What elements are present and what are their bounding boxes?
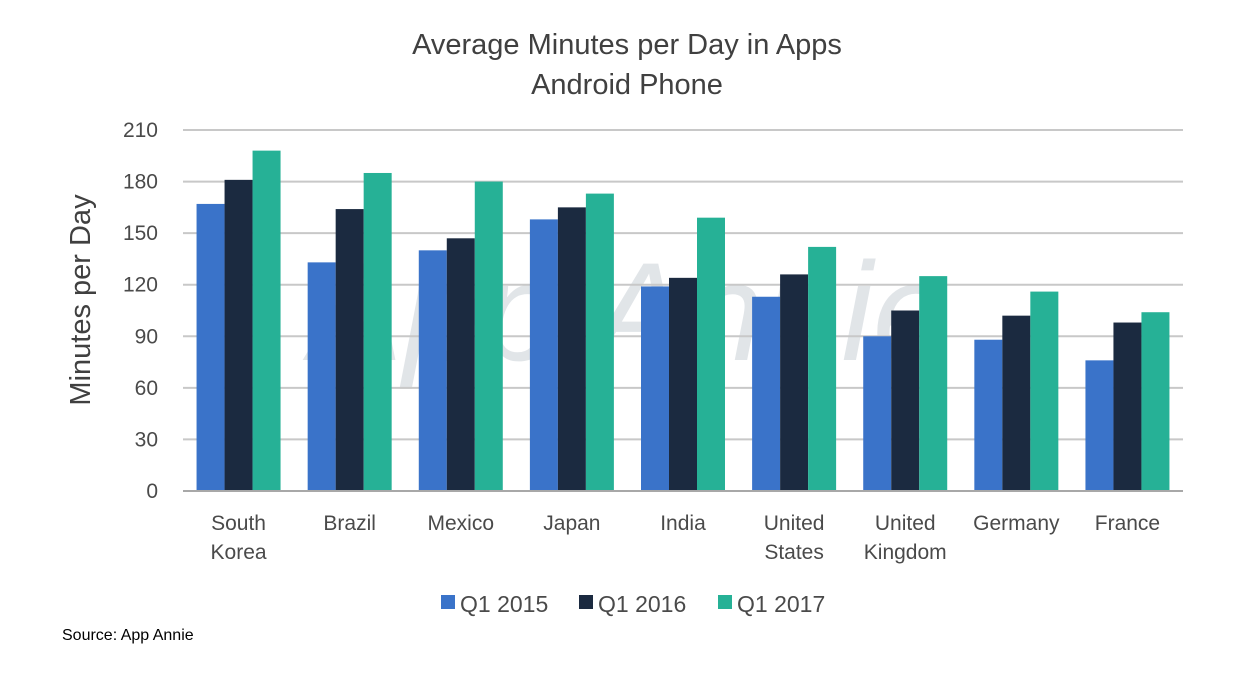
bar bbox=[1141, 312, 1170, 491]
x-tick-label: Kingdom bbox=[864, 541, 947, 564]
bar bbox=[474, 181, 503, 492]
legend-label: Q1 2016 bbox=[598, 591, 686, 617]
y-tick-label: 0 bbox=[146, 480, 158, 503]
legend-label: Q1 2017 bbox=[737, 591, 825, 617]
axes: 0 30 60 90 120 150 180 210 South Korea Brazil Mexic… bbox=[123, 119, 1183, 564]
watermark-logo: App Annie bbox=[303, 233, 951, 390]
y-tick-label: 210 bbox=[123, 119, 158, 142]
bar bbox=[418, 250, 447, 491]
bar bbox=[529, 219, 558, 491]
bar bbox=[1002, 315, 1031, 491]
bar bbox=[641, 286, 669, 491]
y-tick-label: 180 bbox=[123, 171, 158, 194]
bar bbox=[752, 296, 781, 491]
bar bbox=[891, 310, 920, 491]
x-tick-label: United bbox=[875, 512, 936, 535]
x-tick-label: Korea bbox=[211, 541, 267, 564]
bar bbox=[363, 172, 392, 491]
bar bbox=[669, 277, 697, 491]
bar bbox=[196, 203, 225, 491]
x-tick-label: Mexico bbox=[428, 512, 495, 535]
bar bbox=[863, 336, 892, 491]
bar bbox=[780, 274, 809, 491]
y-tick-label: 30 bbox=[135, 428, 158, 451]
y-axis-label: Minutes per Day bbox=[65, 194, 97, 406]
bar bbox=[1085, 360, 1114, 491]
bar bbox=[446, 238, 475, 491]
x-tick-label: India bbox=[660, 512, 706, 535]
x-tick-label: United bbox=[764, 512, 825, 535]
source-note: Source: App Annie bbox=[62, 627, 194, 644]
legend-label: Q1 2015 bbox=[460, 591, 548, 617]
y-tick-label: 150 bbox=[123, 222, 158, 245]
chart-subtitle: Android Phone bbox=[531, 69, 723, 101]
y-tick-label: 90 bbox=[135, 325, 158, 348]
bar bbox=[697, 217, 725, 491]
legend: Q1 2015 Q1 2016 Q1 2017 bbox=[441, 591, 825, 617]
bar bbox=[252, 150, 281, 491]
x-tick-label: Germany bbox=[973, 512, 1060, 535]
bar bbox=[307, 262, 336, 491]
bar bbox=[335, 209, 364, 492]
bar bbox=[974, 339, 1003, 491]
legend-swatch bbox=[718, 595, 732, 609]
bar bbox=[557, 207, 586, 491]
bar bbox=[1113, 322, 1142, 491]
bar bbox=[1030, 291, 1059, 491]
x-tick-label: States bbox=[764, 541, 824, 564]
x-tick-label: Japan bbox=[543, 512, 600, 535]
legend-swatch bbox=[441, 595, 455, 609]
bar bbox=[224, 179, 253, 491]
x-tick-label: South bbox=[211, 512, 266, 535]
bar bbox=[808, 246, 837, 491]
bar bbox=[919, 276, 948, 491]
legend-swatch bbox=[579, 595, 593, 609]
bars bbox=[196, 150, 1170, 492]
x-tick-label: Brazil bbox=[323, 512, 376, 535]
x-tick-label: France bbox=[1095, 512, 1160, 535]
y-tick-label: 120 bbox=[123, 274, 158, 297]
y-tick-label: 60 bbox=[135, 377, 158, 400]
bar bbox=[585, 193, 614, 491]
chart-title: Average Minutes per Day in Apps bbox=[412, 29, 842, 61]
